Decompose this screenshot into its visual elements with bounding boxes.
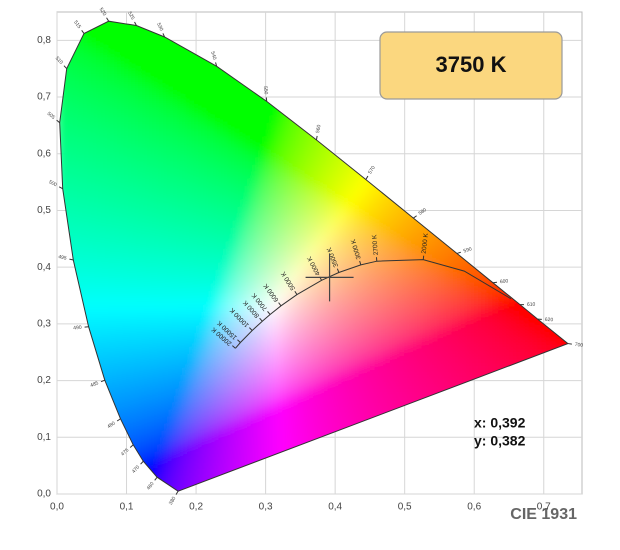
wavelength-tick — [567, 343, 572, 345]
marker-x-label: x: 0,392 — [474, 415, 526, 431]
wavelength-label: 460 — [146, 481, 156, 491]
x-tick-label: 0,5 — [398, 502, 412, 513]
wavelength-label: 560 — [315, 124, 322, 133]
wavelength-tick — [69, 258, 74, 261]
wavelength-label: 505 — [46, 111, 56, 121]
wavelength-label: 490 — [73, 325, 82, 332]
wavelength-tick — [63, 65, 68, 69]
y-tick-label: 0,2 — [37, 375, 51, 386]
wavelength-tick — [162, 33, 166, 38]
cct-tick — [278, 302, 282, 307]
wavelength-label: 550 — [262, 86, 269, 95]
wavelength-label: 470 — [131, 464, 141, 474]
cct-tick — [259, 317, 263, 322]
wavelength-label: 530 — [155, 22, 164, 32]
y-tick-label: 0,8 — [37, 35, 51, 46]
cct-tick — [294, 290, 298, 295]
planckian-locus — [235, 259, 512, 349]
wavelength-tick — [456, 251, 461, 254]
wavelength-label: 700 — [574, 342, 583, 349]
cct-tick-label: 2700 K — [371, 234, 380, 256]
wavelength-tick — [81, 30, 85, 34]
wavelength-tick — [58, 186, 63, 190]
wavelength-label: 600 — [500, 278, 509, 285]
spectral-locus — [59, 20, 569, 492]
cct-label: 3750 K — [436, 52, 507, 77]
y-tick-label: 0,4 — [37, 262, 51, 273]
cct-tick — [336, 268, 340, 273]
cct-box — [379, 31, 563, 100]
wavelength-label: 520 — [98, 7, 108, 17]
wavelength-label: 540 — [209, 51, 217, 61]
cct-tick-label: 2000 K — [421, 232, 430, 254]
wavelength-label: 475 — [120, 447, 130, 457]
chart-title: CIE 1931 — [510, 506, 577, 523]
x-tick-label: 0,6 — [467, 502, 481, 513]
wavelength-tick — [365, 175, 369, 180]
y-tick-label: 0,6 — [37, 148, 51, 159]
cct-tick — [232, 345, 236, 349]
wavelength-tick — [140, 460, 144, 465]
cct-tick — [237, 339, 241, 343]
wavelength-tick — [315, 135, 318, 140]
wavelength-tick — [175, 490, 179, 495]
wavelength-tick — [56, 119, 61, 124]
x-tick-label: 0,2 — [189, 502, 203, 513]
y-tick-label: 0,3 — [37, 319, 51, 330]
cct-tick — [267, 311, 271, 315]
wavelength-tick — [413, 215, 417, 219]
wavelength-label: 485 — [90, 380, 100, 389]
wavelength-label: 580 — [418, 207, 428, 217]
marker-y-label: y: 0,382 — [474, 433, 526, 449]
wavelength-label: 610 — [527, 302, 536, 308]
wavelength-tick — [129, 444, 134, 448]
wavelength-label: 500 — [48, 179, 58, 188]
wavelength-tick — [116, 418, 121, 422]
wavelength-label: 590 — [463, 246, 473, 254]
wavelength-label: 570 — [367, 165, 377, 175]
wavelength-tick — [134, 21, 137, 26]
wavelength-tick — [106, 17, 110, 22]
x-tick-label: 0,4 — [328, 502, 342, 513]
x-tick-label: 0,1 — [120, 502, 134, 513]
x-tick-label: 0,3 — [259, 502, 273, 513]
crosshair — [305, 253, 354, 302]
wavelength-label: 495 — [58, 254, 68, 262]
wavelength-tick — [100, 379, 105, 383]
y-tick-label: 0,0 — [37, 489, 51, 500]
x-tick-label: 0,0 — [50, 502, 64, 513]
wavelength-label: 620 — [545, 317, 554, 323]
wavelength-label: 510 — [54, 56, 64, 66]
wavelength-label: 480 — [106, 420, 116, 430]
wavelength-label: 515 — [72, 20, 82, 30]
y-tick-label: 0,1 — [37, 432, 51, 443]
wavelength-label: 380 — [168, 496, 178, 506]
y-tick-label: 0,7 — [37, 92, 51, 103]
wavelength-tick — [215, 62, 218, 67]
wavelength-tick — [154, 476, 158, 481]
cct-tick — [359, 260, 362, 265]
x-tick-label: 0,7 — [537, 502, 551, 513]
cct-tick — [249, 327, 253, 331]
wavelength-label: 525 — [126, 11, 135, 21]
y-tick-label: 0,5 — [37, 205, 51, 216]
